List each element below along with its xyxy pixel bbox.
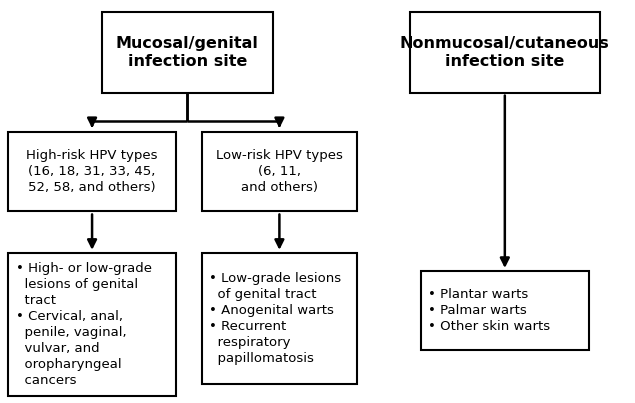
- FancyBboxPatch shape: [421, 271, 589, 349]
- FancyBboxPatch shape: [102, 12, 273, 93]
- Text: Nonmucosal/cutaneous
infection site: Nonmucosal/cutaneous infection site: [400, 35, 610, 69]
- FancyBboxPatch shape: [8, 132, 176, 211]
- FancyBboxPatch shape: [410, 12, 600, 93]
- Text: Mucosal/genital
infection site: Mucosal/genital infection site: [116, 35, 259, 69]
- FancyBboxPatch shape: [8, 253, 176, 396]
- FancyBboxPatch shape: [202, 253, 357, 384]
- Text: Low-risk HPV types
(6, 11,
and others): Low-risk HPV types (6, 11, and others): [216, 149, 343, 194]
- Text: • High- or low-grade
  lesions of genital
  tract
• Cervical, anal,
  penile, va: • High- or low-grade lesions of genital …: [15, 262, 152, 387]
- FancyBboxPatch shape: [202, 132, 357, 211]
- Text: High-risk HPV types
(16, 18, 31, 33, 45,
52, 58, and others): High-risk HPV types (16, 18, 31, 33, 45,…: [26, 149, 158, 194]
- Text: • Plantar warts
• Palmar warts
• Other skin warts: • Plantar warts • Palmar warts • Other s…: [429, 288, 551, 333]
- Text: • Low-grade lesions
  of genital tract
• Anogenital warts
• Recurrent
  respirat: • Low-grade lesions of genital tract • A…: [210, 272, 342, 365]
